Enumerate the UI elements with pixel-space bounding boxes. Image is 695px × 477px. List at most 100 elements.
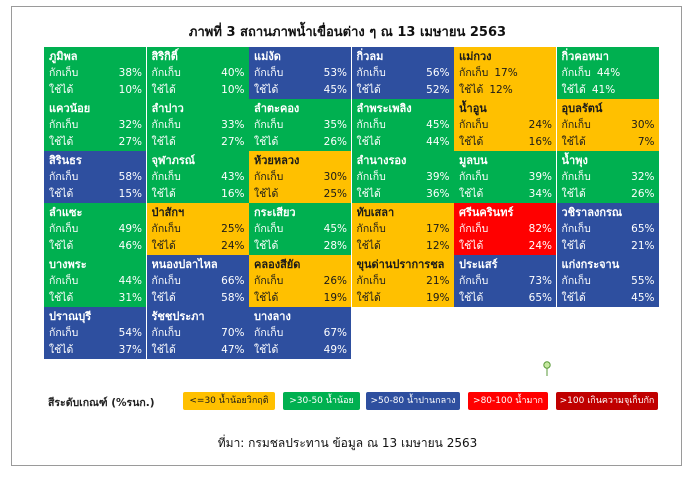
dam-usable-label: ใช้ได้ (459, 188, 484, 200)
dam-usable-row: ใช้ได้ 25% (254, 186, 347, 203)
dam-storage-label: กักเก็บ (254, 119, 284, 131)
dam-usable-label: ใช้ได้ (356, 292, 381, 304)
dam-usable-value: 36% (426, 188, 450, 200)
dam-usable-row: ใช้ได้ 36% (357, 186, 450, 203)
dam-usable-row: ใช้ได้ 15% (49, 186, 142, 203)
dam-storage-value: 70% (221, 327, 245, 339)
dam-storage-value: 24% (528, 119, 552, 131)
dam-storage-label: กักเก็บ (49, 327, 79, 339)
dam-usable-value: 41% (591, 84, 616, 96)
dam-usable-value: 10% (221, 84, 245, 96)
dam-storage-row: กักเก็บ 33% (152, 117, 245, 134)
dam-name: แก่งกระจาน (561, 258, 620, 271)
dam-usable-value: 12% (426, 240, 450, 252)
dam-usable-label: ใช้ได้ (49, 136, 74, 148)
dam-storage-value: 82% (528, 223, 552, 235)
dam-usable-label: ใช้ได้ (459, 240, 484, 252)
dam-storage-label: กักเก็บ (49, 119, 79, 131)
dam-name: สิริกิติ์ (151, 50, 178, 63)
dam-name: หนองปลาไหล (151, 258, 218, 271)
dam-usable-value: 49% (323, 344, 347, 356)
dam-storage-row: กักเก็บ 30% (562, 117, 655, 134)
dam-cell: ประแสร์ กักเก็บ 73% ใช้ได้ 65% (454, 255, 557, 308)
dam-storage-value: 38% (118, 67, 142, 79)
dam-cell: บางลาง กักเก็บ 67% ใช้ได้ 49% (249, 307, 352, 360)
dam-cell: กิ่วคอหมา กักเก็บ 44% ใช้ได้ 41% (556, 47, 660, 100)
legend: สีระดับเกณฑ์ (%รนก.) <=30 น้ำน้อยวิกฤติ >… (48, 391, 678, 413)
dam-usable-label: ใช้ได้ (459, 84, 484, 96)
dam-cell: ทับเสลา กักเก็บ 17% ใช้ได้ 12% (351, 203, 455, 256)
dam-storage-row: กักเก็บ 56% (357, 65, 450, 82)
dam-cell: ปราณบุรี กักเก็บ 54% ใช้ได้ 37% (44, 307, 147, 360)
dam-name: อุบลรัตน์ (561, 102, 603, 115)
dam-usable-row: ใช้ได้ 16% (459, 134, 552, 151)
dam-cell: น้ำอูน กักเก็บ 24% ใช้ได้ 16% (454, 99, 557, 152)
dam-storage-label: กักเก็บ (49, 275, 79, 287)
dam-storage-row: กักเก็บ 17% (357, 221, 450, 238)
dam-storage-label: กักเก็บ (459, 67, 489, 79)
dam-usable-value: 26% (631, 188, 655, 200)
dam-cell: แควน้อย กักเก็บ 32% ใช้ได้ 27% (44, 99, 147, 152)
dam-storage-row: กักเก็บ 35% (254, 117, 347, 134)
dam-name: ป่าสักฯ (151, 206, 185, 219)
dam-usable-row: ใช้ได้ 34% (459, 186, 552, 203)
dam-storage-label: กักเก็บ (49, 223, 79, 235)
dam-name: คลองสียัด (254, 258, 301, 271)
dam-usable-row: ใช้ได้ 44% (357, 134, 450, 151)
dam-usable-value: 45% (631, 292, 655, 304)
dam-usable-value: 25% (323, 188, 347, 200)
dam-storage-label: กักเก็บ (254, 67, 284, 79)
dam-storage-label: กักเก็บ (356, 171, 386, 183)
dam-cell: กิ่วลม กักเก็บ 56% ใช้ได้ 52% (351, 47, 455, 100)
source-note: ที่มา: กรมชลประทาน ข้อมูล ณ 13 เมษายน 25… (217, 436, 478, 450)
dam-storage-label: กักเก็บ (151, 327, 181, 339)
dam-cell: ลำปาว กักเก็บ 33% ใช้ได้ 27% (146, 99, 250, 152)
dam-usable-value: 19% (426, 292, 450, 304)
dam-storage-row: กักเก็บ 82% (459, 221, 552, 238)
dam-storage-value: 33% (221, 119, 245, 131)
dam-storage-row: กักเก็บ 24% (459, 117, 552, 134)
dam-storage-row: กักเก็บ 26% (254, 273, 347, 290)
dam-usable-label: ใช้ได้ (356, 136, 381, 148)
dam-storage-value: 30% (631, 119, 655, 131)
dam-storage-value: 35% (323, 119, 347, 131)
dam-usable-label: ใช้ได้ (49, 188, 74, 200)
dam-usable-value: 58% (221, 292, 245, 304)
dam-cell: แม่กวง กักเก็บ 17% ใช้ได้ 12% (454, 47, 557, 100)
dam-storage-label: กักเก็บ (356, 275, 386, 287)
dam-storage-row: กักเก็บ 67% (254, 325, 347, 342)
dam-cell: วชิราลงกรณ กักเก็บ 65% ใช้ได้ 21% (556, 203, 660, 256)
dam-usable-row: ใช้ได้ 28% (254, 238, 347, 255)
dam-storage-row: กักเก็บ 32% (49, 117, 142, 134)
dam-usable-value: 16% (528, 136, 552, 148)
dam-name: บางลาง (254, 310, 291, 323)
dam-storage-row: กักเก็บ 44% (562, 65, 655, 82)
dam-storage-row: กักเก็บ 44% (49, 273, 142, 290)
dam-usable-value: 27% (221, 136, 245, 148)
dam-storage-row: กักเก็บ 70% (152, 325, 245, 342)
legend-title: สีระดับเกณฑ์ (%รนก.) (48, 397, 155, 409)
dam-storage-value: 65% (631, 223, 655, 235)
dam-name: แควน้อย (49, 102, 91, 115)
dam-storage-value: 55% (631, 275, 655, 287)
dam-storage-row: กักเก็บ 30% (254, 169, 347, 186)
dam-storage-row: กักเก็บ 43% (152, 169, 245, 186)
dam-storage-row: กักเก็บ 17% (459, 65, 552, 82)
dam-name: ลำนางรอง (356, 154, 407, 167)
dam-usable-label: ใช้ได้ (254, 188, 279, 200)
dam-storage-value: 32% (118, 119, 142, 131)
dam-storage-value: 40% (221, 67, 245, 79)
dam-usable-value: 12% (489, 84, 513, 96)
dam-usable-label: ใช้ได้ (254, 136, 279, 148)
dam-usable-row: ใช้ได้ 10% (152, 82, 245, 99)
dam-usable-value: 52% (426, 84, 450, 96)
dam-storage-label: กักเก็บ (459, 119, 489, 131)
dam-usable-value: 65% (528, 292, 552, 304)
dam-usable-value: 31% (118, 292, 142, 304)
dam-name: บางพระ (49, 258, 87, 271)
dam-usable-label: ใช้ได้ (356, 188, 381, 200)
dam-name: ศรีนครินทร์ (459, 206, 514, 219)
dam-usable-label: ใช้ได้ (151, 84, 176, 96)
dam-storage-label: กักเก็บ (356, 119, 386, 131)
dam-name: ปราณบุรี (49, 310, 92, 323)
